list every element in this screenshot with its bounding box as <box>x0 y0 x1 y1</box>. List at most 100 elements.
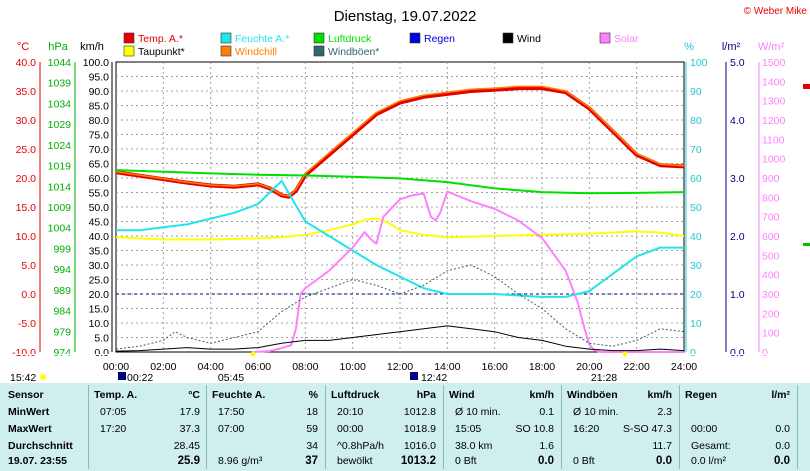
series-line <box>115 169 685 195</box>
chart-grid <box>115 61 685 353</box>
axis-tick-label: 0 <box>690 347 696 359</box>
axis-tick-label: 2.0 <box>730 231 745 243</box>
side-marker <box>803 84 810 89</box>
axis-tick-label: 40.0 <box>16 57 37 69</box>
axis-tick-label: 10.0 <box>16 231 37 243</box>
axis-tick-label: 5.0 <box>21 260 36 272</box>
table-cell-value: 28.45 <box>173 440 200 452</box>
axis-tick-label: 10 <box>690 318 702 330</box>
axis-tick-label: 60.0 <box>89 173 110 185</box>
table-cell-value: 1018.9 <box>403 423 436 435</box>
separator <box>0 354 810 355</box>
table-footer-value: 0.0 <box>538 455 554 467</box>
legend-swatch <box>599 32 611 44</box>
series-line <box>116 179 684 298</box>
table-footer-value: 37 <box>305 455 318 467</box>
axis-tick-label: 3.0 <box>730 173 745 185</box>
axis-tick-label: 60 <box>690 173 702 185</box>
axis-tick-label: 90.0 <box>89 86 110 98</box>
credit-label: © Weber Mike <box>744 6 808 17</box>
table-footer-value: 0.0 <box>656 455 672 467</box>
axis-tick-label: 1200 <box>762 115 786 127</box>
axis-tick-label: 50 <box>690 202 702 214</box>
x-tick-label: 12:00 <box>387 361 413 373</box>
series-line <box>115 325 685 352</box>
axis-tick-label: 30 <box>690 260 702 272</box>
axis-tick-label: -5.0 <box>18 318 36 330</box>
table-footer-value: 25.9 <box>177 455 200 467</box>
chart-extras <box>0 84 810 380</box>
axis-tick-label: 200 <box>762 308 780 320</box>
table-footer-left: 0.0 l/m² <box>691 455 727 467</box>
axis-tick-label: 80 <box>690 115 702 127</box>
axis-tick-label: 5.0 <box>94 333 109 345</box>
table-cell-value: 0.0 <box>775 423 790 435</box>
axis-tick-label: 1000 <box>762 154 786 166</box>
axis-tick-label: 70 <box>690 144 702 156</box>
axis-tick-label: 50.0 <box>89 202 110 214</box>
axis-tick-label: 100.0 <box>83 57 109 69</box>
axis-tick-label: 1009 <box>48 202 72 214</box>
axis-tick-label: 1034 <box>48 98 72 110</box>
axis-tick-label: 900 <box>762 173 780 185</box>
axis-tick-label: 10.0 <box>89 318 110 330</box>
axis-title-pressure: hPa <box>48 41 68 53</box>
axis-tick-label: 35.0 <box>16 86 37 98</box>
axis-tick-label: 1500 <box>762 57 786 69</box>
moonrise-label: 00:22 <box>127 372 153 383</box>
table-cell-left: ^0.8hPa/h <box>337 440 384 452</box>
axis-tick-label: 90 <box>690 86 702 98</box>
axis-tick-label: 45.0 <box>89 217 110 229</box>
table-cell-value: SO 10.8 <box>515 423 554 435</box>
table-cell-value: 1012.8 <box>403 406 436 418</box>
moonset-label: 12:42 <box>421 372 447 383</box>
table-unit: km/h <box>647 389 672 401</box>
axis-tick-label: 20.0 <box>16 173 37 185</box>
axis-tick-label: 800 <box>762 192 780 204</box>
axis-tick-label: 1039 <box>48 78 72 90</box>
table-cell-left: 16:20 <box>573 423 600 435</box>
axis-tick-label: 300 <box>762 289 780 301</box>
axis-tick-label: 95.0 <box>89 72 110 84</box>
axis-title-rain: l/m² <box>722 41 741 53</box>
table-cell-value: 0.1 <box>539 406 554 418</box>
table-header: Windböen <box>567 389 618 401</box>
legend-swatch <box>220 45 232 57</box>
table-cell-left: 07:00 <box>218 423 245 435</box>
axis-tick-label: 15.0 <box>16 202 37 214</box>
legend-label: Wind <box>517 33 541 45</box>
chart-series <box>115 85 685 353</box>
chart-legend: Temp. A.* Feuchte A.* Luftdruck Regen Wind So… <box>123 32 639 58</box>
table-cell-value: 0.0 <box>775 440 790 452</box>
x-tick-label: 06:00 <box>245 361 271 373</box>
axis-tick-label: 1024 <box>48 140 72 152</box>
axis-tick-label: 0.0 <box>730 347 745 359</box>
axis-tick-label: 4.0 <box>730 115 745 127</box>
axis-tick-label: 30.0 <box>89 260 110 272</box>
table-cell-value: 18 <box>306 406 318 418</box>
axis-tick-label: 700 <box>762 212 780 224</box>
legend-label: Solar <box>614 33 639 45</box>
series-line <box>115 217 685 241</box>
table-cell-value: 59 <box>306 423 318 435</box>
x-tick-label: 16:00 <box>482 361 508 373</box>
series-line <box>253 190 684 353</box>
legend-swatch <box>313 45 325 57</box>
table-footer-value: 0.0 <box>774 455 790 467</box>
axis-tick-label: 85.0 <box>89 101 110 113</box>
axis-tick-label: 500 <box>762 250 780 262</box>
axis-tick-label: 40.0 <box>89 231 110 243</box>
axis-title-speed: km/h <box>80 41 104 53</box>
x-tick-label: 08:00 <box>292 361 318 373</box>
table-header: Luftdruck <box>331 389 380 401</box>
axis-tick-label: 1100 <box>762 134 785 146</box>
sunrise-label: 05:45 <box>218 372 244 383</box>
side-marker <box>803 243 810 246</box>
legend-label: Regen <box>424 33 455 45</box>
axis-tick-label: 0.0 <box>21 289 36 301</box>
axis-tick-label: 979 <box>53 326 71 338</box>
axis-tick-label: 994 <box>53 264 71 276</box>
legend-label: Temp. A.* <box>138 33 183 45</box>
axis-tick-label: 15.0 <box>89 304 110 316</box>
table-unit: km/h <box>529 389 554 401</box>
